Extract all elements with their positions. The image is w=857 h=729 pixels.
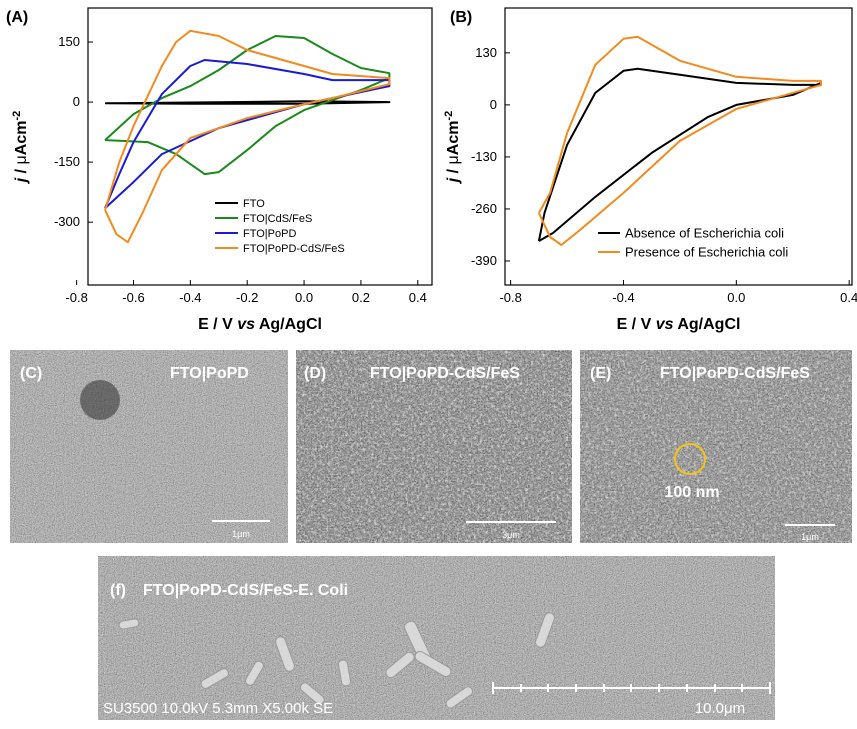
sem-particles bbox=[580, 350, 852, 543]
scale-bar bbox=[492, 682, 771, 694]
sem-info: SU3500 10.0kV 5.3mm X5.00k SE bbox=[103, 700, 333, 717]
y-tick-label: 0 bbox=[490, 97, 497, 112]
cv-curve bbox=[105, 100, 391, 105]
cv-curve bbox=[104, 29, 391, 244]
y-axis-label-part: j bbox=[445, 177, 462, 184]
panel-label: (A) bbox=[6, 9, 28, 26]
y-tick-label: -260 bbox=[471, 201, 497, 216]
x-axis-label-part: vs bbox=[237, 316, 255, 333]
y-axis-label-part: μ bbox=[13, 155, 30, 164]
chart: (A) -0.8 -0.6 -0.4 -0.2 0.0 0.2 0.4 -300 -150 0 150… bbox=[6, 7, 433, 333]
plot-frame bbox=[87, 7, 433, 286]
sem-panel-f: (f) FTO|PoPD-CdS/FeS-E. Coli SU3500 10.0… bbox=[98, 556, 775, 720]
panel-label: (C) bbox=[20, 365, 42, 382]
y-axis-label: j / μAcm-2 bbox=[11, 111, 30, 184]
sem-spot bbox=[80, 380, 120, 420]
legend-label: FTO|PoPD-CdS/FeS bbox=[243, 243, 345, 255]
sem-panel-e: (E) FTO|PoPD-CdS/FeS 100 nm 1μm bbox=[580, 350, 852, 543]
sem-texture bbox=[98, 556, 775, 720]
y-tick-label: 150 bbox=[58, 34, 80, 49]
y-axis-label-part: j bbox=[13, 177, 30, 184]
y-axis-label-part: -2 bbox=[443, 111, 455, 121]
annotation: 100 nm bbox=[664, 484, 719, 501]
cv-curve bbox=[104, 35, 391, 176]
x-axis-label: E / V vs Ag/AgCl bbox=[617, 316, 741, 333]
y-axis-label-part: / bbox=[13, 164, 30, 177]
x-tick-label: -0.8 bbox=[499, 290, 521, 305]
x-tick-label: -0.4 bbox=[612, 290, 634, 305]
y-axis-label-part: μ bbox=[445, 155, 462, 164]
panel-title: FTO|PoPD-CdS/FeS bbox=[660, 365, 810, 382]
x-axis-label-part: E / V bbox=[617, 316, 656, 333]
x-tick-label: -0.6 bbox=[122, 290, 144, 305]
sem-particles bbox=[296, 350, 572, 543]
x-tick-label: 0.0 bbox=[295, 290, 313, 305]
panel-label: (D) bbox=[304, 365, 326, 382]
y-tick-label: -130 bbox=[471, 149, 497, 164]
x-tick-label: 0.0 bbox=[727, 290, 745, 305]
cv-curve bbox=[537, 35, 822, 246]
scale-label: 1μm bbox=[801, 532, 819, 542]
panel-title: FTO|PoPD-CdS/FeS-E. Coli bbox=[143, 582, 348, 599]
x-tick-label: 0.4 bbox=[409, 290, 427, 305]
scale-label: 3μm bbox=[502, 530, 520, 540]
y-axis-label-part: / bbox=[445, 164, 462, 177]
x-tick-label: 0.4 bbox=[840, 290, 857, 305]
x-axis-label-part: E / V bbox=[198, 316, 237, 333]
legend-label: FTO|CdS/FeS bbox=[243, 213, 312, 225]
panel-label: (E) bbox=[590, 365, 611, 382]
x-axis-label-part: Ag/AgCl bbox=[255, 316, 322, 333]
y-axis-label: j / μAcm-2 bbox=[443, 111, 462, 184]
x-axis-label-part: vs bbox=[656, 316, 674, 333]
y-tick-label: -300 bbox=[54, 214, 80, 229]
sem-panel-d: (D) FTO|PoPD-CdS/FeS 3μm bbox=[296, 350, 572, 543]
y-tick-label: 0 bbox=[73, 94, 80, 109]
scale-label: 10.0μm bbox=[695, 700, 745, 717]
x-tick-label: 0.2 bbox=[352, 290, 370, 305]
legend-label: Absence of Escherichia coli bbox=[625, 226, 784, 241]
x-axis-label: E / V vs Ag/AgCl bbox=[198, 316, 322, 333]
x-tick-label: -0.8 bbox=[65, 290, 87, 305]
legend-label: FTO bbox=[243, 198, 265, 210]
x-axis-label-part: Ag/AgCl bbox=[673, 316, 740, 333]
panel-title: FTO|PoPD bbox=[170, 365, 249, 382]
legend-label: Presence of Escherichia coli bbox=[625, 245, 788, 260]
y-axis-label-part: Acm bbox=[445, 121, 462, 156]
x-tick-label: -0.4 bbox=[179, 290, 201, 305]
x-tick-label: -0.2 bbox=[236, 290, 258, 305]
panel-label: (B) bbox=[450, 9, 472, 26]
y-tick-label: -150 bbox=[54, 154, 80, 169]
chart: (B) -0.8 -0.4 0.0 0.4 -390 -260 -130 0 130 E / V v… bbox=[443, 7, 857, 333]
y-tick-label: 130 bbox=[475, 45, 497, 60]
sem-texture bbox=[10, 350, 288, 543]
plot-frame bbox=[504, 7, 853, 286]
panel-label: (f) bbox=[110, 582, 126, 599]
highlight-circle bbox=[674, 443, 706, 475]
panel-title: FTO|PoPD-CdS/FeS bbox=[370, 365, 520, 382]
cv-curve bbox=[104, 59, 391, 209]
y-axis-label-part: -2 bbox=[11, 111, 23, 121]
y-axis-label-part: Acm bbox=[13, 121, 30, 156]
sem-panel-c: (C) FTO|PoPD 1μm bbox=[10, 350, 288, 543]
legend-label: FTO|PoPD bbox=[243, 228, 296, 240]
bacteria bbox=[118, 612, 555, 709]
cv-curve bbox=[537, 67, 822, 242]
y-tick-label: -390 bbox=[471, 253, 497, 268]
scale-label: 1μm bbox=[232, 529, 250, 539]
